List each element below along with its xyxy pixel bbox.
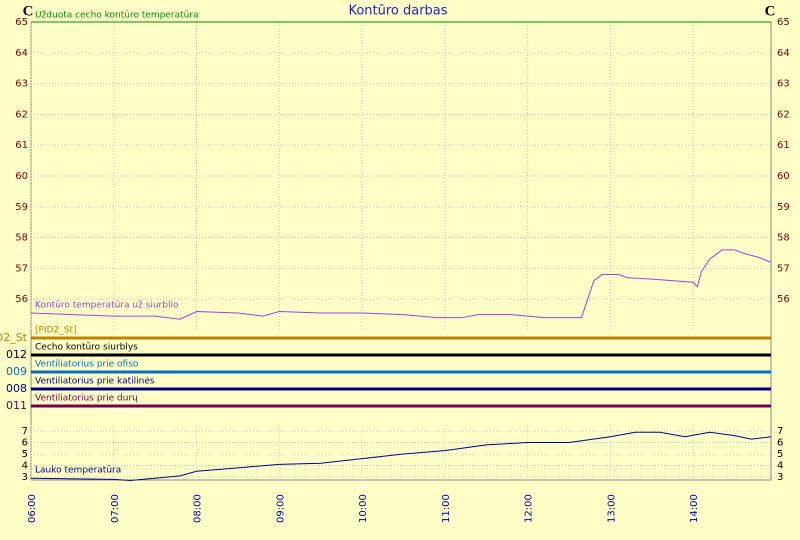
- series-label: Užduota cecho kontūro temperatūra: [35, 11, 199, 21]
- y-tick-label: 64: [15, 48, 28, 59]
- chart-title: Kontūro darbas: [348, 4, 447, 19]
- y-tick-label-right: 4: [777, 461, 783, 472]
- x-tick-label: 08:00: [193, 494, 204, 523]
- digital-tag: 011: [6, 399, 27, 412]
- series-label: Lauko temperatūra: [35, 466, 121, 476]
- y-tick-label: 65: [15, 17, 28, 28]
- series-line: [30, 431, 772, 482]
- y-tick-label-right: 56: [777, 294, 790, 305]
- series-label: Kontūro temperatūra už siurblio: [35, 301, 179, 311]
- y-tick-label-right: 62: [777, 109, 790, 120]
- y-tick-label: 62: [15, 109, 28, 120]
- digital-name: Ventiliatorius prie ofiso: [35, 360, 139, 370]
- y-tick-label: 5: [22, 449, 28, 460]
- x-tick-label: 06:00: [27, 494, 38, 523]
- digital-name: Cecho kontūro siurblys: [35, 343, 138, 353]
- digital-tag: 008: [6, 382, 27, 395]
- x-tick-label: 14:00: [689, 494, 700, 523]
- series-line: [30, 249, 772, 320]
- x-tick-label: 13:00: [606, 494, 617, 523]
- y-tick-label: 57: [15, 263, 28, 274]
- y-tick-label-right: 5: [777, 449, 783, 460]
- digital-name: Ventiliatorius prie katilinės: [35, 377, 155, 387]
- digital-name: Ventiliatorius prie durų: [35, 394, 138, 404]
- y-tick-label: 3: [22, 472, 28, 483]
- y-tick-label-right: 63: [777, 79, 790, 90]
- digital-tag: 012: [6, 348, 27, 361]
- digital-tag: PID2_St: [0, 331, 28, 344]
- y-tick-label: 63: [15, 79, 28, 90]
- y-tick-label-right: 65: [777, 17, 790, 28]
- y-tick-label-right: 61: [777, 140, 790, 151]
- x-tick-label: 11:00: [441, 494, 452, 523]
- y-tick-label: 6: [22, 438, 28, 449]
- y-tick-label-right: 59: [777, 202, 790, 213]
- x-tick-label: 12:00: [524, 494, 535, 523]
- y-tick-label-right: 60: [777, 171, 790, 182]
- y-tick-label-right: 57: [777, 263, 790, 274]
- unit-left: C: [23, 3, 34, 19]
- y-tick-label-right: 3: [777, 472, 783, 483]
- y-tick-label: 59: [15, 202, 28, 213]
- y-tick-label: 58: [15, 233, 28, 244]
- y-tick-label: 7: [22, 426, 28, 437]
- unit-right: C: [765, 3, 776, 19]
- y-tick-label-right: 6: [777, 438, 783, 449]
- y-tick-label: 61: [15, 140, 28, 151]
- y-tick-label: 4: [22, 461, 28, 472]
- y-tick-label: 56: [15, 294, 28, 305]
- digital-tag: 009: [6, 365, 27, 378]
- y-tick-label-right: 58: [777, 233, 790, 244]
- y-tick-label-right: 64: [777, 48, 790, 59]
- x-tick-label: 07:00: [110, 494, 121, 523]
- digital-name: [PID2_St]: [35, 326, 77, 336]
- x-tick-label: 10:00: [358, 494, 369, 523]
- y-tick-label-right: 7: [777, 426, 783, 437]
- y-tick-label: 60: [15, 171, 28, 182]
- x-tick-label: 09:00: [275, 494, 286, 523]
